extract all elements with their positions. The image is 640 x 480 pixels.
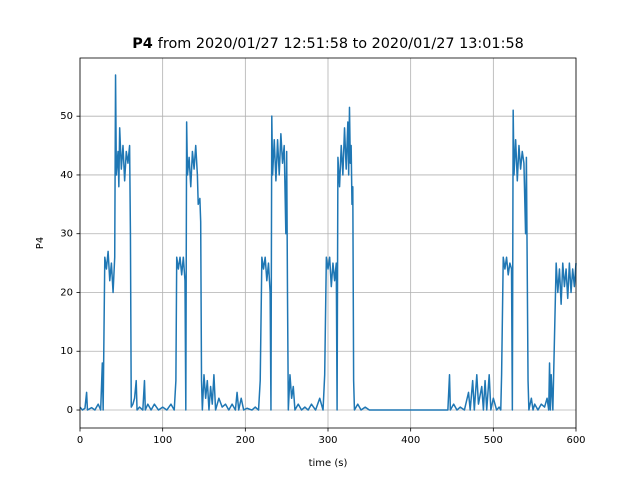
y-axis-label: P4	[35, 237, 46, 249]
x-tick-label: 300	[318, 435, 337, 446]
title-rest: from 2020/01/27 12:51:58 to 2020/01/27 1…	[158, 36, 524, 52]
x-tick-label: 200	[236, 435, 255, 446]
x-tick-label: 0	[77, 435, 83, 446]
title-bold: P4	[132, 36, 153, 52]
y-tick-label: 10	[60, 346, 73, 357]
data-line	[79, 74, 577, 411]
x-tick-label: 400	[401, 435, 420, 446]
grid	[79, 58, 577, 428]
y-tick-label: 0	[67, 405, 73, 416]
chart-title: P4 from 2020/01/27 12:51:58 to 2020/01/27…	[132, 36, 524, 52]
x-axis-label: time (s)	[309, 458, 348, 469]
y-tick-label: 50	[60, 111, 73, 122]
x-tick-label: 600	[566, 435, 585, 446]
x-tick-label: 500	[484, 435, 503, 446]
plot-area	[79, 74, 577, 411]
y-tick-label: 30	[60, 229, 73, 240]
y-tick-label: 20	[60, 287, 73, 298]
x-tick-label: 100	[153, 435, 172, 446]
y-tick-label: 40	[60, 170, 73, 181]
